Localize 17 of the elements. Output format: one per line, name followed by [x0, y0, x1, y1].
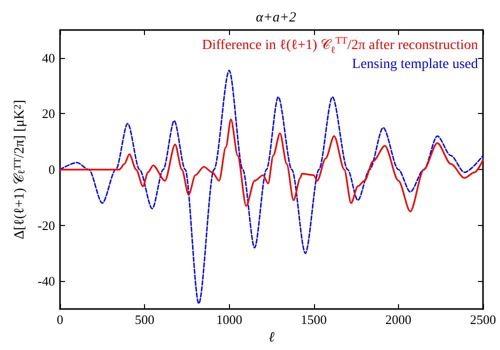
y-tick-label: -20 [38, 218, 55, 233]
y-tick-label: 20 [42, 106, 55, 122]
line-series [59, 70, 484, 304]
text: Difference in ℓ(ℓ+1) 𝒞$_{ℓ}$$^{TT}$/2π after reconstruction [202, 35, 478, 56]
y-tick-label: 0 [48, 162, 55, 178]
text: Lensing template used [351, 56, 478, 74]
chart-title: α+a+2 [256, 10, 296, 26]
x-axis-title: ℓ [268, 330, 275, 346]
y-axis-title: Δ[ℓ(ℓ+1) 𝒞ℓTT/2π] [μK2] [12, 100, 28, 240]
x-tick-label: 1500 [300, 312, 327, 328]
y-tick-label: -40 [38, 274, 55, 289]
line-series [59, 118, 484, 212]
x-tick-label: 2000 [385, 312, 412, 328]
x-tick-label: 2500 [470, 312, 496, 328]
x-tick-label: 1000 [216, 312, 242, 328]
x-tick-label: 500 [134, 312, 154, 328]
y-tick-label: 40 [42, 50, 55, 66]
